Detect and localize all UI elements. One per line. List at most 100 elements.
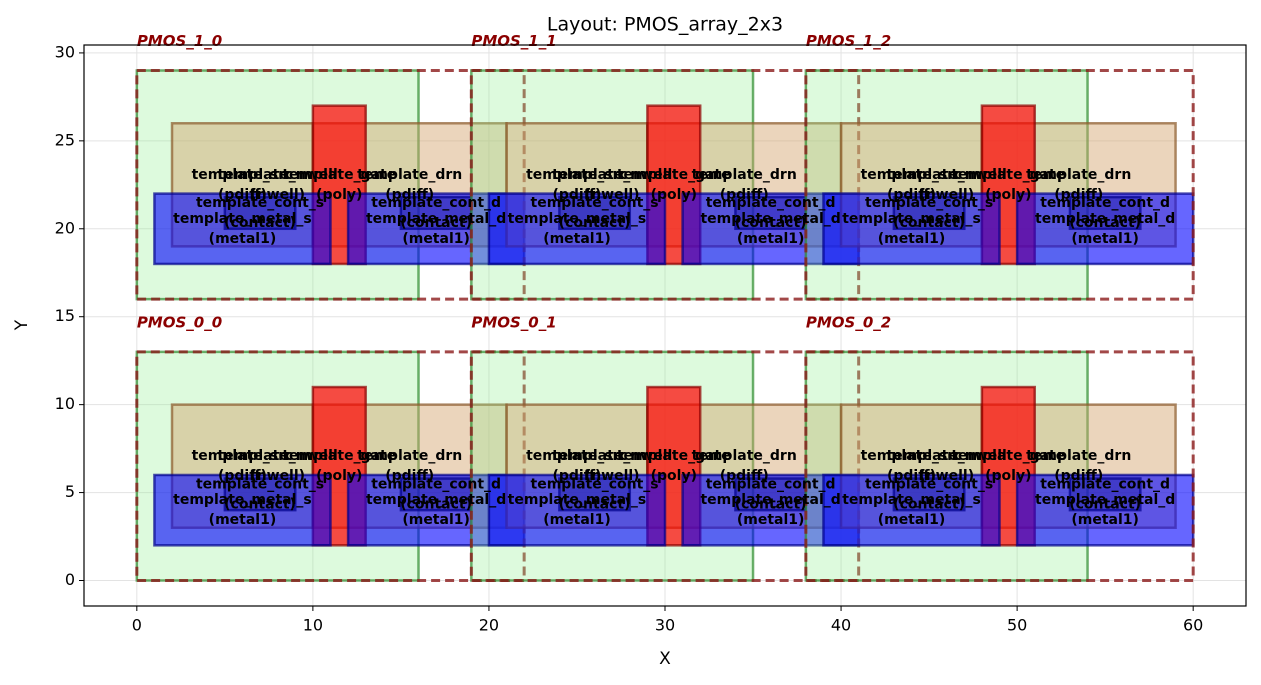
layout-shape — [1068, 195, 1142, 231]
shape-layer: (nwell) — [250, 468, 305, 484]
shape-layer: (nwell) — [919, 468, 974, 484]
shape-layer: (metal1) — [402, 231, 470, 247]
shape-layer: (metal1) — [878, 512, 946, 528]
shape-name: template_drn — [1026, 448, 1131, 464]
y-tick-label: 5 — [65, 482, 75, 501]
shape-name: template_src — [526, 448, 628, 464]
shape-name: template_cont_d — [1040, 476, 1170, 492]
shape-name: template_cont_s — [865, 195, 993, 211]
shape-layer: (contact) — [559, 215, 631, 231]
shape-layer: (metal1) — [878, 231, 946, 247]
y-tick-label: 10 — [55, 394, 75, 413]
shape-name: template_gate — [617, 167, 731, 183]
shape-layer: (pdiff) — [887, 187, 936, 203]
shape-name: template_gate — [282, 167, 396, 183]
shape-layer: (metal1) — [737, 512, 805, 528]
shape-name: template_metal_s — [173, 211, 312, 227]
shape-name: template_cont_d — [1040, 195, 1170, 211]
shape-name: template_gate — [282, 448, 396, 464]
shape-name: template_gate — [951, 448, 1065, 464]
shape-name: template_drn — [357, 167, 462, 183]
y-tick-label: 30 — [55, 42, 75, 61]
instance-label: PMOS_1_2 — [806, 32, 891, 50]
x-axis-label: X — [659, 649, 671, 669]
shape-layer: (poly) — [316, 468, 362, 484]
shape-layer: (pdiff) — [385, 187, 434, 203]
x-tick-label: 40 — [831, 616, 851, 635]
shape-layer: (pdiff) — [720, 187, 769, 203]
shape-layer: (metal1) — [737, 231, 805, 247]
x-tick-label: 10 — [303, 616, 323, 635]
shape-layer: (metal1) — [543, 231, 611, 247]
shape-layer: (pdiff) — [887, 468, 936, 484]
shape-name: template_nwell — [218, 448, 338, 464]
shape-name: template_cont_s — [196, 476, 324, 492]
shape-name: template_metal_s — [508, 211, 647, 227]
layout-shape — [558, 477, 632, 512]
shape-name: template_gate — [951, 167, 1065, 183]
shape-name: template_drn — [1026, 167, 1131, 183]
shape-name: template_nwell — [887, 448, 1007, 464]
plot-frame — [83, 44, 1247, 607]
layout-shape — [734, 477, 808, 512]
shape-layer: (poly) — [651, 468, 697, 484]
chart-title: Layout: PMOS_array_2x3 — [547, 14, 783, 36]
shape-name: template_cont_d — [371, 195, 501, 211]
shape-layer: (pdiff) — [552, 187, 601, 203]
x-tick-label: 50 — [1007, 616, 1027, 635]
shape-name: template_metal_d — [366, 211, 506, 227]
layout-shape — [1015, 473, 1195, 547]
shape-layer: (contact) — [893, 215, 965, 231]
shape-layer: (contact) — [735, 215, 807, 231]
shape-name: template_metal_s — [173, 492, 312, 508]
shape-name: template_metal_s — [508, 492, 647, 508]
shape-layer: (poly) — [316, 187, 362, 203]
shape-layer: (contact) — [224, 496, 296, 512]
shape-name: template_metal_d — [1035, 492, 1175, 508]
shape-name: template_cont_s — [531, 195, 659, 211]
shape-name: template_cont_s — [531, 476, 659, 492]
instance-label: PMOS_0_1 — [471, 313, 556, 331]
layout-shape — [558, 195, 632, 231]
shape-layer: (metal1) — [1071, 512, 1139, 528]
shape-layer: (poly) — [651, 187, 697, 203]
shape-layer: (pdiff) — [218, 187, 267, 203]
y-tick-label: 15 — [55, 306, 75, 325]
shape-layer: (contact) — [1069, 496, 1141, 512]
shape-name: template_metal_s — [842, 211, 981, 227]
instance-label: PMOS_1_0 — [137, 32, 222, 50]
shape-layer: (metal1) — [543, 512, 611, 528]
shape-name: template_src — [192, 167, 294, 183]
shape-name: template_cont_s — [196, 195, 324, 211]
y-axis-label: Y — [12, 319, 32, 331]
instance-label: PMOS_0_2 — [806, 313, 891, 331]
shape-layer: (metal1) — [209, 512, 277, 528]
y-tick-label: 20 — [55, 218, 75, 237]
layout-shape — [223, 195, 297, 231]
instance-label: PMOS_0_0 — [137, 313, 222, 331]
layout-shape — [892, 195, 966, 231]
shape-layer: (pdiff) — [385, 468, 434, 484]
shape-layer: (metal1) — [209, 231, 277, 247]
x-tick-label: 20 — [479, 616, 499, 635]
y-tick-label: 25 — [55, 130, 75, 149]
shape-layer: (metal1) — [402, 512, 470, 528]
shape-layer: (contact) — [559, 496, 631, 512]
shape-name: template_cont_s — [865, 476, 993, 492]
shape-layer: (nwell) — [250, 187, 305, 203]
shape-layer: (contact) — [735, 496, 807, 512]
shape-name: template_drn — [357, 448, 462, 464]
shape-layer: (pdiff) — [552, 468, 601, 484]
shape-name: template_cont_d — [706, 195, 836, 211]
shape-name: template_nwell — [887, 167, 1007, 183]
shape-name: template_cont_d — [706, 476, 836, 492]
shape-name: template_drn — [692, 167, 797, 183]
layout-shape — [1068, 477, 1142, 512]
shape-name: template_cont_d — [371, 476, 501, 492]
shape-layer: (poly) — [985, 187, 1031, 203]
shape-layer: (contact) — [224, 215, 296, 231]
shape-layer: (contact) — [400, 496, 472, 512]
shape-layer: (contact) — [400, 215, 472, 231]
layout-shape — [734, 195, 808, 231]
shape-name: template_nwell — [552, 167, 672, 183]
